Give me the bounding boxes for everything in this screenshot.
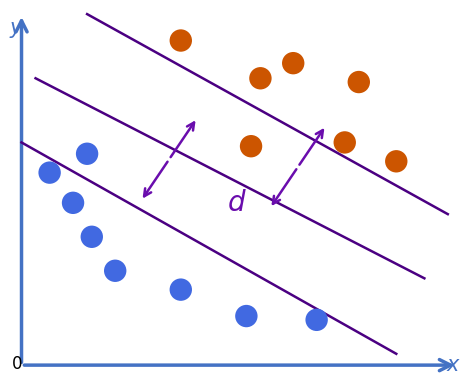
Point <box>111 268 119 274</box>
Point <box>177 286 184 293</box>
Point <box>83 151 91 157</box>
Point <box>88 234 96 240</box>
Point <box>290 60 297 66</box>
Point <box>341 139 348 146</box>
Text: 0: 0 <box>12 355 23 373</box>
Point <box>355 79 363 85</box>
Point <box>392 158 400 164</box>
Point <box>313 317 320 323</box>
Point <box>46 170 54 176</box>
Point <box>177 38 184 44</box>
Text: y: y <box>10 18 22 38</box>
Point <box>69 200 77 206</box>
Point <box>247 143 255 149</box>
Point <box>243 313 250 319</box>
Point <box>256 75 264 81</box>
Text: x: x <box>447 355 459 375</box>
Text: d: d <box>228 189 246 217</box>
